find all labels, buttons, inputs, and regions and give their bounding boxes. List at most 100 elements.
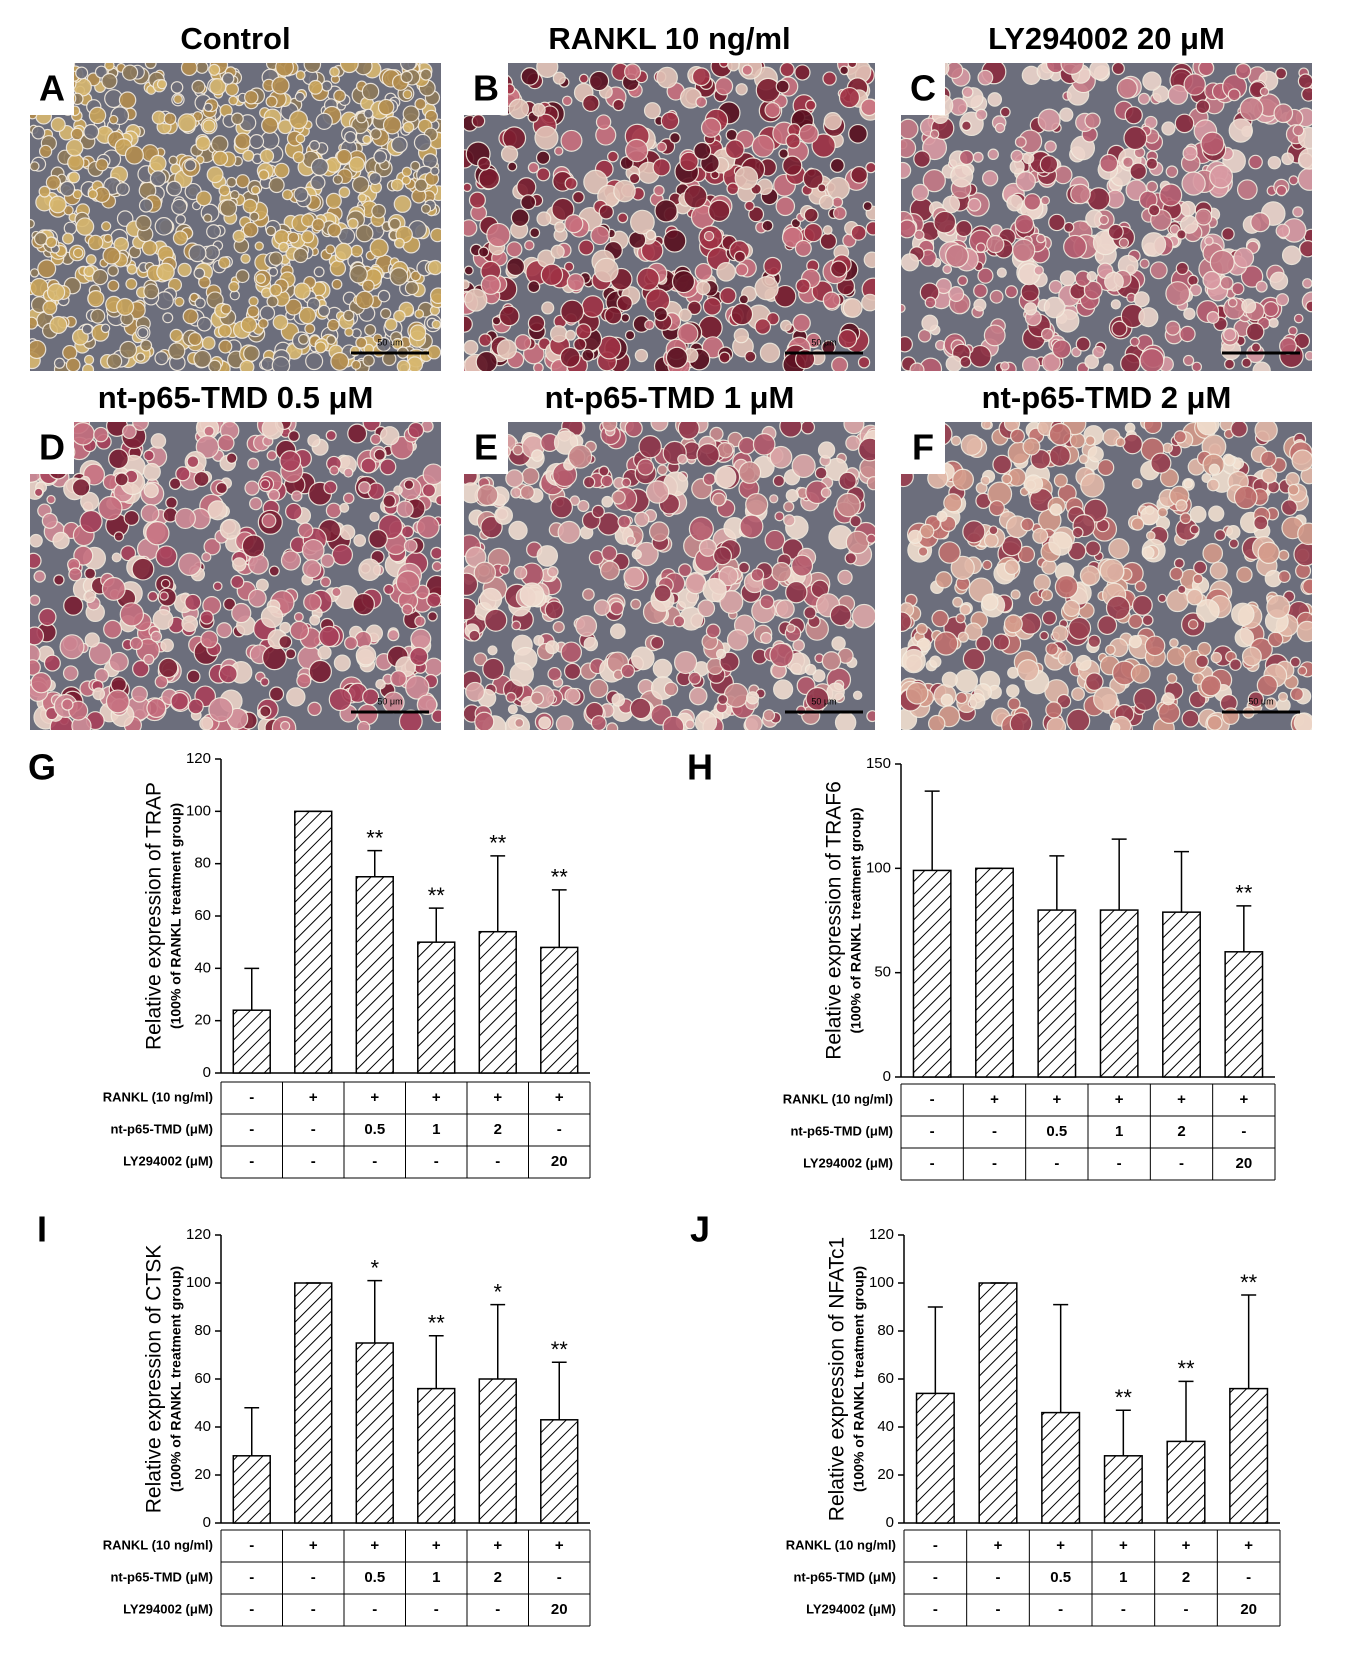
y-tick-label: 0 — [203, 1514, 211, 1531]
cell — [414, 309, 425, 319]
cell — [957, 275, 969, 287]
cell — [320, 576, 332, 588]
cell — [535, 150, 551, 165]
cell — [698, 315, 723, 340]
cell — [763, 256, 783, 276]
cell — [201, 336, 216, 350]
cell — [1045, 642, 1059, 656]
row-label: nt-p65-TMD (μM) — [793, 1569, 896, 1584]
cell — [1302, 578, 1312, 595]
cell — [857, 356, 871, 369]
image-title: RANKL 10 ng/ml — [548, 21, 790, 56]
cell — [393, 485, 403, 496]
cell — [845, 530, 870, 555]
row-label: RANKL (10 ng/ml) — [103, 1089, 213, 1104]
cell — [193, 349, 212, 368]
cell — [160, 638, 174, 653]
cell — [671, 270, 696, 294]
cell — [536, 211, 552, 227]
image-title: Control — [180, 21, 290, 56]
cell — [792, 639, 805, 652]
cell — [140, 503, 160, 523]
cell — [208, 697, 234, 723]
cell — [1083, 280, 1103, 300]
micrograph — [30, 63, 441, 371]
cell — [247, 588, 267, 608]
cell — [695, 96, 708, 108]
cell — [677, 322, 699, 345]
cell — [281, 189, 294, 201]
cell — [293, 612, 304, 622]
cell — [901, 303, 906, 313]
cell — [536, 545, 559, 567]
cell — [147, 590, 159, 602]
cell — [166, 180, 183, 197]
cell — [464, 315, 473, 333]
cell — [1134, 580, 1147, 593]
cell — [602, 422, 618, 432]
cell — [726, 629, 749, 651]
cell — [226, 176, 237, 188]
cell — [1084, 112, 1101, 129]
cell — [582, 475, 596, 489]
letter-box — [464, 422, 508, 474]
cell — [1194, 208, 1213, 226]
cell — [202, 119, 216, 133]
cell — [759, 342, 781, 364]
cell — [371, 203, 387, 219]
cell — [244, 480, 260, 496]
cell — [1020, 517, 1035, 532]
cell — [1033, 265, 1044, 276]
cell — [401, 175, 412, 186]
cell — [30, 218, 35, 229]
cell — [362, 134, 372, 145]
cell — [405, 675, 430, 700]
cell — [218, 664, 238, 684]
cell — [705, 623, 721, 639]
cell — [1252, 361, 1271, 371]
cell — [964, 622, 983, 641]
cell — [342, 492, 355, 505]
cell — [364, 323, 377, 337]
cell — [287, 430, 300, 443]
cell — [242, 198, 258, 214]
cell — [1275, 184, 1288, 197]
cell — [416, 694, 438, 715]
cell — [794, 64, 811, 81]
cell — [1231, 282, 1245, 296]
cell — [745, 691, 760, 705]
cell — [1115, 437, 1126, 448]
cell — [678, 308, 692, 322]
cell — [999, 106, 1011, 118]
cell — [37, 259, 57, 279]
y-tick-label: 120 — [869, 1226, 894, 1243]
cell — [1304, 350, 1312, 361]
cell — [858, 437, 875, 462]
cell — [325, 429, 337, 442]
cell — [240, 253, 251, 264]
cell — [552, 71, 566, 85]
cell — [424, 657, 441, 677]
cell — [1037, 108, 1061, 132]
cell — [660, 111, 680, 131]
cells — [901, 422, 1312, 730]
cell — [1227, 88, 1241, 102]
cell — [187, 698, 204, 715]
cell — [1219, 275, 1234, 290]
y-tick-label: 20 — [194, 1466, 211, 1483]
cell — [1108, 537, 1130, 560]
cell — [142, 462, 161, 481]
cell — [384, 318, 398, 332]
cell — [1278, 549, 1290, 561]
cell — [82, 363, 95, 371]
cell — [361, 279, 375, 293]
cell — [1221, 227, 1235, 241]
cell — [1089, 63, 1110, 81]
cell — [700, 117, 722, 138]
cell — [309, 140, 321, 152]
cell — [730, 302, 754, 326]
table-cell: + — [493, 1089, 502, 1106]
cell — [1078, 454, 1089, 465]
cell — [206, 224, 221, 240]
cell — [694, 711, 718, 730]
